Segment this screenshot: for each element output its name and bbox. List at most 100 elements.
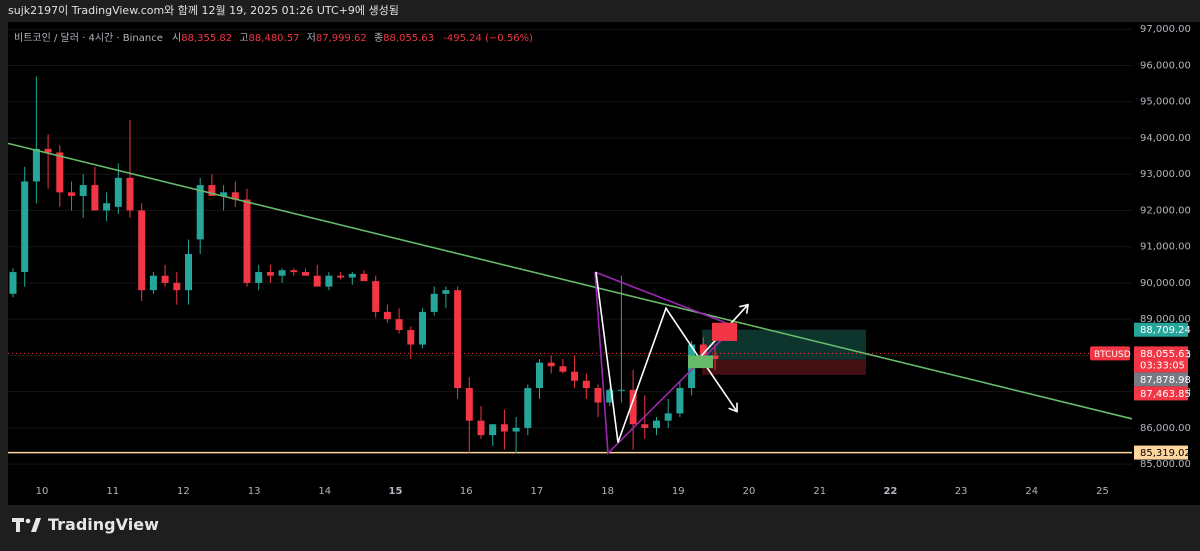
x-tick-label: 14 (318, 486, 331, 497)
candle-body (395, 319, 403, 331)
buy-marker (688, 355, 713, 369)
candle-body (325, 275, 333, 287)
candle-body (430, 293, 438, 312)
candle-body (617, 389, 625, 391)
candlestick-chart: 85,000.0086,000.0087,000.0088,000.0089,0… (7, 22, 1200, 505)
sell-marker (712, 322, 737, 341)
candle-body (711, 355, 719, 360)
x-tick-label: 18 (601, 486, 614, 497)
candle-body (594, 388, 602, 403)
legend-change: -495.24 (−0.56%) (443, 33, 533, 44)
symbol-tag-bg (1090, 346, 1130, 361)
candle-body (571, 371, 579, 381)
x-tick-label: 25 (1096, 486, 1109, 497)
brand-name: TradingView (48, 515, 159, 534)
candle-body (348, 273, 356, 278)
last-price-bg (1134, 346, 1188, 373)
candle-body (278, 270, 286, 276)
candle-body (582, 380, 590, 389)
countdown-label: 03:33:05 (1140, 360, 1185, 371)
candle-body (489, 424, 497, 436)
x-tick-label: 16 (460, 486, 473, 497)
x-tick-label: 17 (531, 486, 544, 497)
candle-body (126, 177, 134, 211)
y-tick-label: 89,000.00 (1140, 314, 1191, 325)
x-tick-label: 11 (106, 486, 119, 497)
tradingview-logo-icon (12, 517, 41, 532)
y-tick-label: 92,000.00 (1140, 205, 1191, 216)
candle-body (442, 290, 450, 294)
symbol-tag: BTCUSD (1094, 350, 1131, 360)
x-tick-label: 12 (177, 486, 190, 497)
symbol-legend: 비트코인 / 달러 · 4시간 · Binance 시88,355.82 고88… (14, 29, 533, 44)
chart-caption: sujk2197이 TradingView.com와 함께 12월 19, 20… (0, 0, 1200, 22)
legend-high-label: 고 (239, 33, 249, 44)
bearish-arrow-head (728, 402, 738, 413)
candle-body (559, 366, 567, 372)
y-tick-label: 91,000.00 (1140, 242, 1191, 253)
candle-body (419, 311, 426, 345)
candle-body (606, 389, 614, 403)
price-label-stop: 87,463.85 (1140, 389, 1191, 400)
price-label-target: 88,709.24 (1140, 325, 1191, 336)
candle-body (21, 181, 29, 273)
candle-body (512, 427, 520, 432)
candle-body (56, 152, 64, 193)
y-tick-label: 96,000.00 (1140, 60, 1191, 71)
candle-body (208, 185, 216, 196)
y-tick-label: 86,000.00 (1140, 423, 1191, 434)
candle-body (302, 272, 309, 276)
legend-high: 88,480.57 (248, 33, 300, 44)
x-tick-label: 24 (1025, 486, 1038, 497)
candle-body (454, 290, 462, 389)
loss-zone (702, 359, 866, 375)
candle-body (185, 253, 192, 291)
descending-trendline (7, 142, 1133, 420)
candle-body (360, 273, 368, 282)
candle-body (9, 272, 17, 294)
candle-body (383, 311, 391, 320)
candle-body (372, 281, 380, 312)
candle-body (337, 275, 345, 278)
candle-body (266, 272, 274, 276)
x-tick-label: 22 (883, 486, 897, 497)
candle-body (243, 199, 251, 283)
candle-body (313, 275, 321, 287)
price-label-stop-bg (1134, 386, 1188, 401)
candle-body (103, 203, 111, 211)
candle-body (196, 185, 204, 240)
candle-body (91, 185, 99, 211)
candle-body (231, 192, 239, 200)
candle-body (653, 420, 660, 428)
candle-body (44, 148, 52, 153)
candle-body (465, 388, 473, 421)
candle-body (220, 192, 228, 196)
legend-symbol: 비트코인 / 달러 · 4시간 · Binance (14, 33, 163, 44)
x-tick-label: 19 (672, 486, 685, 497)
y-tick-label: 93,000.00 (1140, 169, 1191, 180)
y-tick-label: 95,000.00 (1140, 97, 1191, 108)
candle-body (699, 344, 707, 356)
candle-body (290, 270, 298, 273)
candle-body (547, 362, 555, 367)
candle-body (524, 388, 532, 428)
bullish-arrow-head (739, 303, 749, 314)
candle-body (114, 177, 122, 207)
candle-body (32, 148, 40, 182)
y-tick-label: 85,000.00 (1140, 459, 1191, 470)
candle-body (664, 413, 672, 421)
legend-open: 88,355.82 (181, 33, 233, 44)
legend-close: 88,055.63 (383, 33, 435, 44)
brand-logo[interactable]: TradingView (12, 515, 159, 534)
candle-body (641, 424, 649, 428)
x-tick-label: 20 (743, 486, 756, 497)
legend-open-label: 시 (172, 33, 182, 44)
x-tick-label: 10 (36, 486, 49, 497)
candle-body (161, 275, 169, 283)
legend-close-label: 종 (373, 33, 384, 44)
plot-background (8, 22, 1132, 475)
candle-body (477, 420, 485, 436)
y-tick-label: 94,000.00 (1140, 133, 1191, 144)
candle-body (138, 210, 146, 291)
x-tick-label: 23 (955, 486, 968, 497)
